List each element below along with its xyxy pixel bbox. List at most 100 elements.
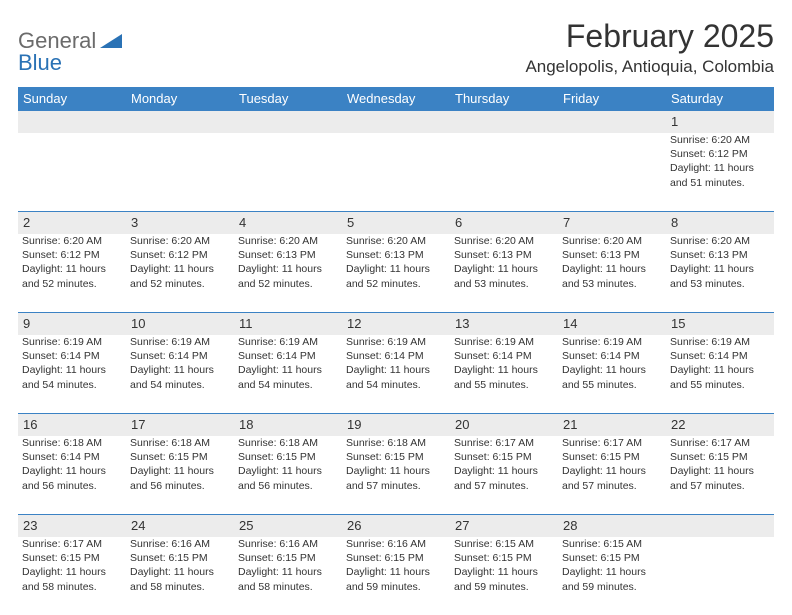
sunset-text: Sunset: 6:15 PM: [454, 551, 554, 565]
day-cell: Sunrise: 6:18 AMSunset: 6:15 PMDaylight:…: [342, 436, 450, 514]
day-number: 4: [239, 215, 246, 230]
sunset-text: Sunset: 6:14 PM: [454, 349, 554, 363]
daylight-text: Daylight: 11 hours and 52 minutes.: [346, 262, 446, 290]
day-cell: Sunrise: 6:19 AMSunset: 6:14 PMDaylight:…: [126, 335, 234, 413]
day-number-cell: [18, 111, 126, 133]
day-number-cell: 13: [450, 313, 558, 335]
sunrise-text: Sunrise: 6:20 AM: [670, 133, 770, 147]
daylight-text: Daylight: 11 hours and 55 minutes.: [562, 363, 662, 391]
empty-cell: [666, 537, 774, 615]
day-number-cell: 1: [666, 111, 774, 133]
sunrise-text: Sunrise: 6:18 AM: [130, 436, 230, 450]
sunrise-text: Sunrise: 6:20 AM: [454, 234, 554, 248]
sunrise-text: Sunrise: 6:17 AM: [22, 537, 122, 551]
day-number: 5: [347, 215, 354, 230]
empty-cell: [18, 133, 126, 211]
sunset-text: Sunset: 6:15 PM: [346, 450, 446, 464]
day-number-cell: 24: [126, 515, 234, 537]
daylight-text: Daylight: 11 hours and 56 minutes.: [238, 464, 338, 492]
sunrise-text: Sunrise: 6:20 AM: [22, 234, 122, 248]
day-number: 20: [455, 417, 469, 432]
day-number: 6: [455, 215, 462, 230]
sunrise-text: Sunrise: 6:16 AM: [130, 537, 230, 551]
day-number-bar: 2345678: [18, 212, 774, 234]
day-cell: Sunrise: 6:18 AMSunset: 6:14 PMDaylight:…: [18, 436, 126, 514]
day-number: 3: [131, 215, 138, 230]
day-number-cell: 28: [558, 515, 666, 537]
daylight-text: Daylight: 11 hours and 58 minutes.: [238, 565, 338, 593]
day-number: 19: [347, 417, 361, 432]
daylight-text: Daylight: 11 hours and 56 minutes.: [130, 464, 230, 492]
day-number: 17: [131, 417, 145, 432]
weekday-sunday: Sunday: [18, 87, 126, 110]
day-number-cell: 17: [126, 414, 234, 436]
empty-cell: [126, 133, 234, 211]
day-number: 12: [347, 316, 361, 331]
sunrise-text: Sunrise: 6:15 AM: [454, 537, 554, 551]
day-number: 14: [563, 316, 577, 331]
day-number-bar: 9101112131415: [18, 313, 774, 335]
sunset-text: Sunset: 6:15 PM: [238, 551, 338, 565]
week-row: 2345678Sunrise: 6:20 AMSunset: 6:12 PMDa…: [18, 211, 774, 312]
day-cell: Sunrise: 6:15 AMSunset: 6:15 PMDaylight:…: [558, 537, 666, 615]
day-number-cell: [126, 111, 234, 133]
sunset-text: Sunset: 6:15 PM: [454, 450, 554, 464]
day-cell: Sunrise: 6:20 AMSunset: 6:13 PMDaylight:…: [450, 234, 558, 312]
day-cell: Sunrise: 6:16 AMSunset: 6:15 PMDaylight:…: [234, 537, 342, 615]
daylight-text: Daylight: 11 hours and 54 minutes.: [346, 363, 446, 391]
sunrise-text: Sunrise: 6:20 AM: [130, 234, 230, 248]
sunset-text: Sunset: 6:14 PM: [670, 349, 770, 363]
weekday-thursday: Thursday: [450, 87, 558, 110]
sunset-text: Sunset: 6:15 PM: [346, 551, 446, 565]
day-cell: Sunrise: 6:19 AMSunset: 6:14 PMDaylight:…: [234, 335, 342, 413]
sunrise-text: Sunrise: 6:19 AM: [454, 335, 554, 349]
day-number-cell: [666, 515, 774, 537]
daylight-text: Daylight: 11 hours and 52 minutes.: [130, 262, 230, 290]
empty-cell: [234, 133, 342, 211]
day-cell: Sunrise: 6:19 AMSunset: 6:14 PMDaylight:…: [18, 335, 126, 413]
day-number-cell: [558, 111, 666, 133]
day-cell: Sunrise: 6:19 AMSunset: 6:14 PMDaylight:…: [450, 335, 558, 413]
weekday-tuesday: Tuesday: [234, 87, 342, 110]
day-number-cell: [342, 111, 450, 133]
sunset-text: Sunset: 6:12 PM: [22, 248, 122, 262]
day-number-cell: 15: [666, 313, 774, 335]
sunrise-text: Sunrise: 6:20 AM: [238, 234, 338, 248]
day-number: 2: [23, 215, 30, 230]
sunset-text: Sunset: 6:15 PM: [22, 551, 122, 565]
day-number: 28: [563, 518, 577, 533]
sunrise-text: Sunrise: 6:18 AM: [22, 436, 122, 450]
title-block: February 2025 Angelopolis, Antioquia, Co…: [525, 18, 774, 77]
sunset-text: Sunset: 6:14 PM: [130, 349, 230, 363]
weekday-wednesday: Wednesday: [342, 87, 450, 110]
day-cell: Sunrise: 6:16 AMSunset: 6:15 PMDaylight:…: [342, 537, 450, 615]
sunset-text: Sunset: 6:15 PM: [238, 450, 338, 464]
daylight-text: Daylight: 11 hours and 53 minutes.: [670, 262, 770, 290]
triangle-icon: [100, 30, 122, 53]
sunrise-text: Sunrise: 6:15 AM: [562, 537, 662, 551]
day-number-cell: 3: [126, 212, 234, 234]
sunrise-text: Sunrise: 6:19 AM: [238, 335, 338, 349]
daylight-text: Daylight: 11 hours and 58 minutes.: [22, 565, 122, 593]
sunset-text: Sunset: 6:13 PM: [346, 248, 446, 262]
sunset-text: Sunset: 6:15 PM: [130, 450, 230, 464]
day-cell: Sunrise: 6:19 AMSunset: 6:14 PMDaylight:…: [558, 335, 666, 413]
day-cell: Sunrise: 6:20 AMSunset: 6:12 PMDaylight:…: [666, 133, 774, 211]
daylight-text: Daylight: 11 hours and 59 minutes.: [454, 565, 554, 593]
daylight-text: Daylight: 11 hours and 54 minutes.: [238, 363, 338, 391]
day-cell: Sunrise: 6:20 AMSunset: 6:13 PMDaylight:…: [234, 234, 342, 312]
day-number-cell: 18: [234, 414, 342, 436]
day-cell: Sunrise: 6:20 AMSunset: 6:13 PMDaylight:…: [558, 234, 666, 312]
sunrise-text: Sunrise: 6:18 AM: [346, 436, 446, 450]
empty-cell: [558, 133, 666, 211]
sunset-text: Sunset: 6:12 PM: [130, 248, 230, 262]
sunrise-text: Sunrise: 6:20 AM: [670, 234, 770, 248]
empty-cell: [342, 133, 450, 211]
day-number-cell: 21: [558, 414, 666, 436]
sunset-text: Sunset: 6:15 PM: [130, 551, 230, 565]
week-row: 232425262728Sunrise: 6:17 AMSunset: 6:15…: [18, 514, 774, 615]
day-number: 7: [563, 215, 570, 230]
day-number-cell: 26: [342, 515, 450, 537]
daylight-text: Daylight: 11 hours and 51 minutes.: [670, 161, 770, 189]
daylight-text: Daylight: 11 hours and 59 minutes.: [562, 565, 662, 593]
